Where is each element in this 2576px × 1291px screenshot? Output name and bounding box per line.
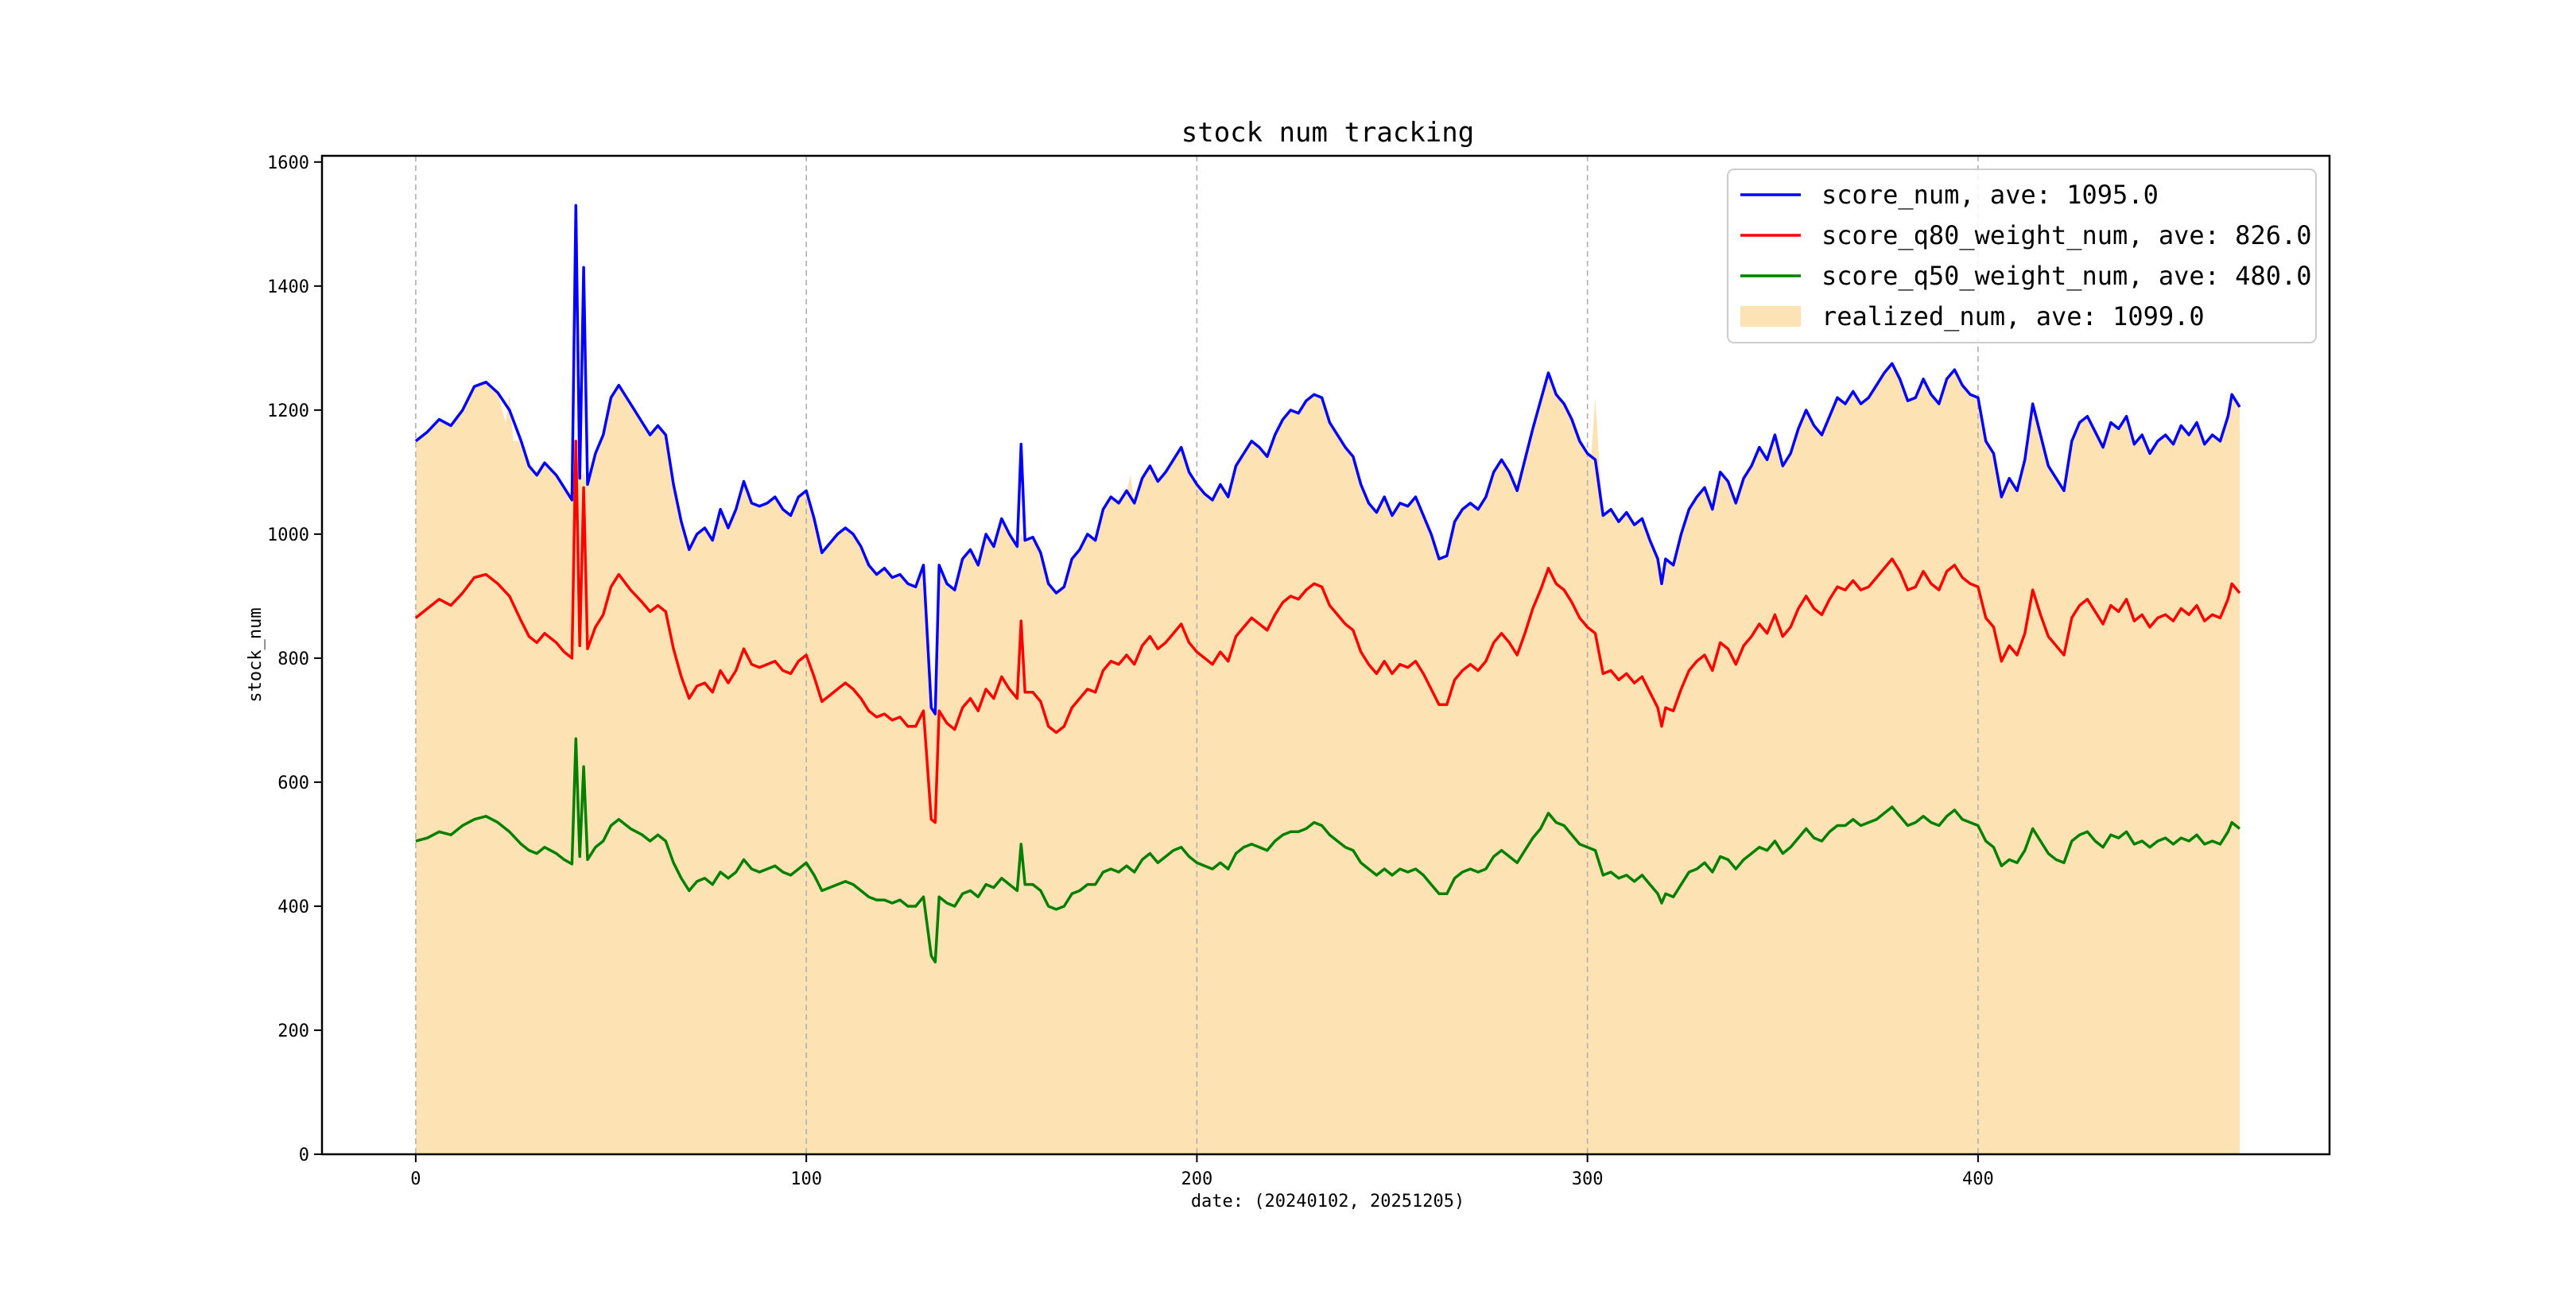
x-tick-label-100: 100	[790, 1169, 822, 1189]
legend: score_num, ave: 1095.0 score_q80_weight_n…	[1727, 169, 2317, 343]
x-tick-label-400: 400	[1962, 1169, 1994, 1189]
legend-label-score_q50_weight_num: score_q50_weight_num, ave: 480.0	[1821, 261, 2312, 291]
y-axis-label: stock_num	[246, 607, 266, 702]
y-tick-label-1200: 1200	[267, 401, 309, 421]
y-tick-label-400: 400	[277, 897, 309, 917]
series-line-score_q50_weight_num	[415, 737, 2241, 963]
y-tick-label-600: 600	[277, 773, 309, 793]
series-line-score_q80_weight_num	[414, 440, 2241, 824]
y-tick-label-800: 800	[277, 649, 309, 669]
y-axis: 0 200 400 600 800 1000 1200 1400 1600	[267, 153, 322, 1165]
legend-box	[1727, 169, 2317, 343]
x-tick-label-200: 200	[1181, 1169, 1213, 1189]
y-tick-label-200: 200	[277, 1022, 309, 1041]
legend-label-realized_num: realized_num, ave: 1099.0	[1821, 301, 2205, 331]
series-line-score_num	[414, 204, 2241, 715]
y-tick-label-1600: 1600	[267, 153, 309, 173]
x-axis: 0 100 200 300 400	[410, 1154, 1994, 1189]
series-area-realized_num	[415, 363, 2240, 1154]
y-tick-label-1000: 1000	[267, 525, 309, 545]
x-axis-label: date: (20240102, 20251205)	[1191, 1192, 1465, 1212]
plot-area	[414, 156, 2241, 1154]
chart-title: stock num tracking	[1181, 117, 1474, 149]
legend-label-score_q80_weight_num: score_q80_weight_num, ave: 826.0	[1821, 220, 2312, 250]
legend-label-score_num: score_num, ave: 1095.0	[1821, 180, 2159, 210]
plot-frame	[320, 154, 2331, 1156]
y-tick-label-0: 0	[299, 1146, 309, 1165]
legend-swatch-realized_num	[1740, 306, 1801, 327]
x-tick-label-0: 0	[410, 1169, 421, 1189]
x-tick-label-300: 300	[1572, 1169, 1604, 1189]
y-tick-label-1400: 1400	[267, 277, 309, 297]
